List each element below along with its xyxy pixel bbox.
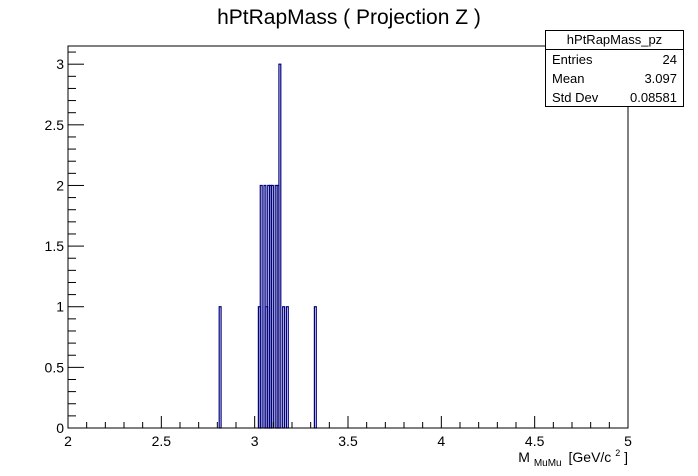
x-axis-label-sub: MuMu xyxy=(534,458,562,469)
stats-stddev-value: 0.08581 xyxy=(630,90,677,105)
histogram-bin xyxy=(285,306,289,429)
stats-row-stddev: Std Dev 0.08581 xyxy=(546,88,683,107)
histogram-bin xyxy=(278,63,282,429)
plot-frame xyxy=(67,45,629,429)
y-tick-label: 1.5 xyxy=(45,238,65,254)
histogram-bin xyxy=(270,184,274,429)
y-axis-ticks: 0 0.5 1 1.5 2 2.5 3 xyxy=(45,51,84,436)
stats-entries-label: Entries xyxy=(552,52,593,67)
y-tick-label: 2.5 xyxy=(45,117,65,133)
histogram-bars xyxy=(218,63,317,429)
y-tick-label: 2 xyxy=(56,177,64,193)
stats-stddev-label: Std Dev xyxy=(552,90,599,105)
y-tick-label: 3 xyxy=(56,56,64,72)
stats-mean-value: 3.097 xyxy=(644,71,677,86)
stats-mean-label: Mean xyxy=(552,71,585,86)
x-axis-label-close: ] xyxy=(624,449,628,465)
stats-title: hPtRapMass_pz xyxy=(546,31,683,50)
y-tick-label: 0.5 xyxy=(45,359,65,375)
stats-row-mean: Mean 3.097 xyxy=(546,69,683,88)
x-axis-label-sup: 2 xyxy=(615,448,620,458)
stats-box: hPtRapMass_pz Entries 24 Mean 3.097 Std … xyxy=(545,30,684,107)
x-tick-label: 4 xyxy=(437,433,445,449)
stats-entries-value: 24 xyxy=(662,52,677,67)
x-tick-label: 3.5 xyxy=(338,433,358,449)
histogram-bin xyxy=(282,306,286,429)
histogram-bin xyxy=(218,306,222,429)
histogram-bin xyxy=(313,306,317,429)
chart-title: hPtRapMass ( Projection Z ) xyxy=(217,6,481,29)
x-tick-label: 4.5 xyxy=(525,433,545,449)
stats-row-entries: Entries 24 xyxy=(546,50,683,69)
x-axis-label-unit: [GeV/c xyxy=(569,449,612,465)
x-axis-label-main: M xyxy=(518,449,530,465)
x-axis-label: M MuMu [GeV/c 2 ] xyxy=(518,443,628,469)
x-tick-label: 3 xyxy=(251,433,259,449)
x-tick-label: 2 xyxy=(64,433,72,449)
histogram-bin xyxy=(259,184,263,429)
x-axis-ticks: 2 2.5 3 3.5 4 4.5 5 xyxy=(64,416,632,449)
x-tick-label: 2.5 xyxy=(152,433,172,449)
x-tick-label: 5 xyxy=(624,433,632,449)
y-tick-label: 0 xyxy=(56,420,64,436)
y-tick-label: 1 xyxy=(56,299,64,315)
